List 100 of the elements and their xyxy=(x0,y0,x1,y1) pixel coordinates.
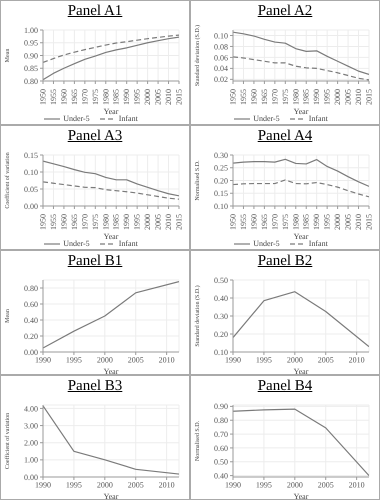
x-tick-label: 1980 xyxy=(101,214,110,230)
x-tick-label: 1950 xyxy=(228,214,238,230)
x-tick-label: 2010 xyxy=(354,214,364,230)
y-tick-label: 0.10 xyxy=(214,202,228,211)
x-tick-label: 1955 xyxy=(238,214,248,230)
y-tick-label: 0.50 xyxy=(214,276,228,285)
line-series xyxy=(233,291,369,348)
y-tick-label: 0.25 xyxy=(214,164,228,173)
legend-label: Infant xyxy=(308,114,328,123)
y-tick-label: 0.40 xyxy=(214,471,228,480)
x-axis-title: Year xyxy=(294,107,309,116)
y-tick-label: 0.30 xyxy=(214,312,228,321)
x-tick-label: 1980 xyxy=(101,89,110,105)
y-tick-label: 0.20 xyxy=(214,176,228,186)
x-tick-label: 1950 xyxy=(228,89,238,105)
y-tick-label: 0.85 xyxy=(24,64,38,74)
x-tick-label: 2000 xyxy=(286,356,303,365)
x-tick-label: 2000 xyxy=(143,89,152,105)
x-tick-label: 1970 xyxy=(80,89,90,105)
x-tick-label: 2005 xyxy=(344,214,353,230)
y-tick-label: 2.00 xyxy=(24,438,38,448)
line-series xyxy=(233,179,369,198)
x-tick-label: 2005 xyxy=(344,89,353,105)
y-tick-label: 0.05 xyxy=(24,184,38,194)
y-tick-label: 0.70 xyxy=(214,430,228,439)
x-tick-label: 1955 xyxy=(48,89,58,105)
legend-label: Under-5 xyxy=(253,114,280,123)
x-tick-label: 1970 xyxy=(270,89,280,105)
x-tick-label: 2010 xyxy=(158,356,175,365)
x-tick-label: 1995 xyxy=(132,89,142,105)
x-tick-label: 2000 xyxy=(286,480,303,490)
line-series xyxy=(43,181,179,200)
x-tick-label: 1970 xyxy=(80,214,90,230)
x-tick-label: 1950 xyxy=(38,214,48,230)
x-tick-label: 2010 xyxy=(164,89,174,105)
y-tick-label: 0.15 xyxy=(24,150,38,160)
y-tick-label: 4.00 xyxy=(24,404,38,414)
x-axis-title: Year xyxy=(104,492,119,500)
x-axis-title: Year xyxy=(104,107,119,116)
x-tick-label: 1985 xyxy=(112,214,121,230)
x-axis-title: Year xyxy=(104,232,119,241)
x-tick-label: 2005 xyxy=(318,356,334,365)
line-series xyxy=(43,405,179,475)
y-tick-label: 0.80 xyxy=(24,284,38,293)
y-tick-label: 0.08 xyxy=(214,42,228,52)
x-tick-label: 2000 xyxy=(96,356,113,365)
x-tick-label: 1985 xyxy=(302,214,311,230)
chart-title: Panel B2 xyxy=(256,252,314,271)
y-tick-label: 0.00 xyxy=(24,202,38,211)
x-tick-label: 1990 xyxy=(122,214,132,230)
legend-label: Infant xyxy=(118,239,138,248)
chart-title: Panel A1 xyxy=(66,2,124,21)
y-tick-label: 0.40 xyxy=(214,294,228,303)
x-tick-label: 1990 xyxy=(122,89,132,105)
x-tick-label: 1985 xyxy=(302,89,311,105)
legend-label: Under-5 xyxy=(63,239,90,248)
x-tick-label: 1995 xyxy=(66,356,82,365)
x-tick-label: 1995 xyxy=(132,214,142,230)
x-tick-label: 2010 xyxy=(348,480,365,490)
x-tick-label: 2000 xyxy=(333,89,342,105)
x-tick-label: 2010 xyxy=(158,480,175,490)
y-tick-label: 0.90 xyxy=(214,402,228,412)
chart-title: Panel B4 xyxy=(256,377,314,396)
y-tick-label: 1.00 xyxy=(24,26,38,35)
x-tick-label: 1955 xyxy=(238,89,248,105)
x-tick-label: 2015 xyxy=(174,89,184,105)
chart-title: Panel B1 xyxy=(66,252,124,271)
x-tick-label: 2015 xyxy=(364,214,374,230)
legend-label: Infant xyxy=(118,114,138,123)
y-tick-label: 0.04 xyxy=(214,64,228,74)
x-tick-label: 1985 xyxy=(112,89,121,105)
y-tick-label: 0.50 xyxy=(214,458,228,467)
x-tick-label: 1965 xyxy=(70,89,79,105)
y-tick-label: 0.20 xyxy=(24,332,38,341)
x-tick-label: 1970 xyxy=(270,214,280,230)
x-tick-label: 1995 xyxy=(256,480,272,490)
chart-title: Panel B3 xyxy=(66,377,124,396)
y-tick-label: 0.06 xyxy=(214,53,228,62)
chart-title: Panel A2 xyxy=(256,2,314,21)
y-tick-label: 0.30 xyxy=(214,150,228,160)
line-series xyxy=(233,158,369,187)
y-tick-label: 0.60 xyxy=(24,300,38,309)
x-tick-label: 1995 xyxy=(322,89,332,105)
x-axis-title: Year xyxy=(294,367,309,376)
x-tick-label: 1990 xyxy=(312,89,322,105)
legend-label: Infant xyxy=(308,239,328,248)
y-tick-label: 0.10 xyxy=(214,348,228,357)
y-tick-label: 0.02 xyxy=(214,75,228,84)
x-tick-label: 1955 xyxy=(48,214,58,230)
x-tick-label: 1975 xyxy=(90,89,100,105)
x-tick-label: 1995 xyxy=(66,480,82,490)
line-series xyxy=(43,281,179,349)
y-tick-label: 0.40 xyxy=(24,316,38,325)
legend-label: Under-5 xyxy=(253,239,280,248)
x-tick-label: 1960 xyxy=(59,89,68,105)
y-tick-label: 0.20 xyxy=(214,330,228,339)
y-tick-label: 0.00 xyxy=(24,472,38,482)
x-tick-label: 1980 xyxy=(291,214,300,230)
x-tick-label: 1965 xyxy=(70,214,79,230)
legend-label: Under-5 xyxy=(63,114,90,123)
